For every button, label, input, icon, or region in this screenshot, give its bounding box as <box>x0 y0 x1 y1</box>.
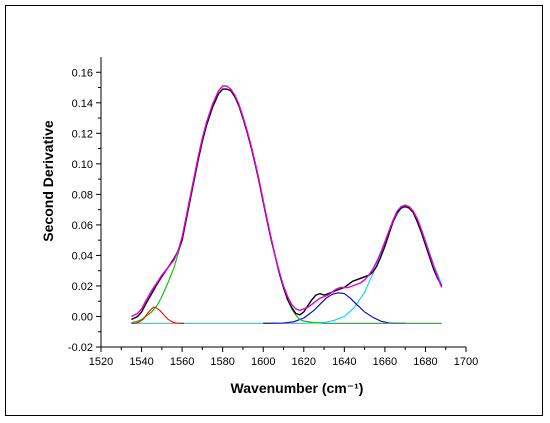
y-tick-label: 0.10 <box>72 159 93 171</box>
series-line-5 <box>131 204 443 324</box>
axes <box>100 57 466 348</box>
x-axis-title: Wavenumber (cm⁻¹) <box>231 380 364 396</box>
x-tick-label: 1540 <box>129 356 153 368</box>
y-axis-title: Second Derivative <box>40 120 56 242</box>
series-line-4 <box>263 292 406 324</box>
series-line-3 <box>131 88 442 324</box>
y-tick-label: 0.08 <box>72 189 93 201</box>
x-tick-label: 1580 <box>210 356 234 368</box>
y-tick-label: 0.12 <box>72 128 93 140</box>
x-tick-label: 1620 <box>292 356 316 368</box>
x-tick-label: 1600 <box>251 356 275 368</box>
series-line-2 <box>131 306 185 324</box>
x-tick-label: 1660 <box>373 356 397 368</box>
y-tick-label: 0.16 <box>72 67 93 79</box>
x-tick-label: 1700 <box>454 356 478 368</box>
y-tick-label: 0.00 <box>72 311 93 323</box>
y-tick-label: 0.02 <box>72 281 93 293</box>
y-tick-label: -0.02 <box>68 342 93 354</box>
y-tick-label: 0.04 <box>72 250 93 262</box>
axis-ticks: 1520 1540 1560 1580 1600 1620 1640 1660 1680 1700… <box>68 67 478 368</box>
x-tick-label: 1560 <box>170 356 194 368</box>
series-line-0 <box>131 88 443 321</box>
y-tick-label: 0.06 <box>72 220 93 232</box>
x-tick-label: 1520 <box>89 356 113 368</box>
figure-frame <box>5 5 543 416</box>
y-tick-label: 0.14 <box>72 98 93 110</box>
x-tick-label: 1680 <box>413 356 437 368</box>
x-tick-label: 1640 <box>332 356 356 368</box>
series-line-1 <box>131 85 443 318</box>
series-layer <box>131 85 443 324</box>
